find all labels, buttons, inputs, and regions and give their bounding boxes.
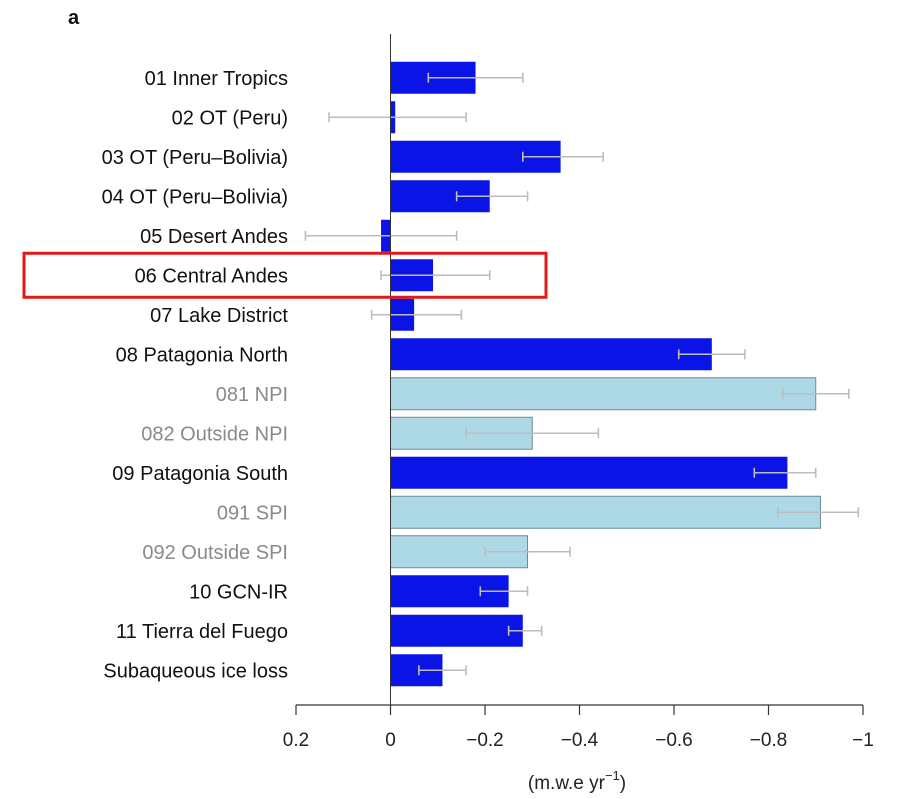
x-axis-title-close: ) [620,773,626,794]
category-label-08-patagonia-north: 08 Patagonia North [116,344,288,366]
category-label-10-gcn-ir: 10 GCN-IR [189,581,288,603]
category-label-092-outside-spi: 092 Outside SPI [142,542,288,564]
category-label-05-desert-andes: 05 Desert Andes [140,226,288,248]
x-tick-label: −1 [852,730,874,751]
category-label-03-ot-peru-bolivia: 03 OT (Peru–Bolivia) [102,147,288,169]
error-bar-09-patagonia-south [753,467,817,478]
error-bar-06-central-andes [380,270,491,281]
bar-09-patagonia-south [390,456,788,489]
panel-label: a [68,7,80,29]
category-label-081-npi: 081 NPI [216,384,288,406]
bar-091-spi [390,495,821,529]
category-label-02-ot-peru: 02 OT (Peru) [172,107,288,129]
category-labels: 01 Inner Tropics 02 OT (Peru) 03 OT (Peru–… [102,68,289,683]
error-bar-11-tierra-del-fuego [507,625,543,636]
error-bar-03-ot-peru-bolivia [521,151,604,162]
error-bar-092-outside-spi [484,546,571,557]
error-bar-082-outside-npi [465,428,600,439]
error-bar-10-gcn-ir [479,586,529,597]
error-bar-05-desert-andes [304,230,458,241]
category-label-082-outside-npi: 082 Outside NPI [141,423,288,445]
x-axis-title-exponent: −1 [605,768,620,783]
error-bar-08-patagonia-north [677,349,746,360]
x-axis-title: (m.w.e yr−1) [528,768,626,794]
x-tick-label: −0.8 [750,730,788,751]
x-tick-label: −0.4 [561,730,599,751]
highlight-box [22,251,548,299]
bars-layer [304,61,860,687]
category-label-091-spi: 091 SPI [217,502,288,524]
error-bar-04-ot-peru-bolivia [455,191,529,202]
x-tick-label: −0.2 [466,730,504,751]
category-label-subaqueous-ice-loss: Subaqueous ice loss [103,660,288,682]
error-bar-02-ot-peru [328,112,467,123]
error-bar-subaqueous-ice-loss [418,665,467,676]
bar-11-tierra-del-fuego [390,614,523,647]
category-label-09-patagonia-south: 09 Patagonia South [112,463,288,485]
x-tick-label: 0.2 [283,730,309,751]
x-axis-title-main: (m.w.e yr [528,773,606,794]
category-label-11-tierra-del-fuego: 11 Tierra del Fuego [116,621,288,643]
x-axis: 0.2 0 −0.2 −0.4 −0.6 −0.8 −1 [283,34,874,751]
error-bar-01-inner-tropics [427,72,524,83]
error-bar-081-npi [781,388,850,399]
bar-081-npi [390,377,817,411]
error-bar-07-lake-district [370,309,463,320]
x-tick-label: 0 [385,730,396,751]
x-tick-label: −0.6 [655,730,693,751]
category-label-07-lake-district: 07 Lake District [150,305,288,327]
bar-08-patagonia-north [390,338,712,371]
category-label-06-central-andes: 06 Central Andes [135,265,288,287]
category-label-01-inner-tropics: 01 Inner Tropics [145,68,288,90]
category-label-04-ot-peru-bolivia: 04 OT (Peru–Bolivia) [102,186,288,208]
error-bar-091-spi [777,507,860,518]
